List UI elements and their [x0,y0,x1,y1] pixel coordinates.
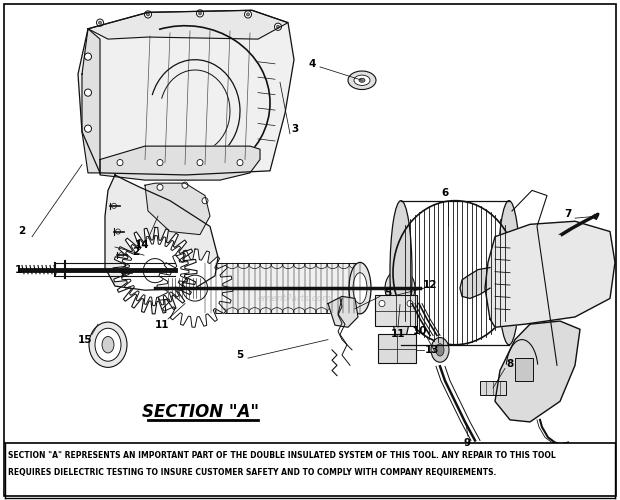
Circle shape [244,11,252,18]
Polygon shape [105,175,218,290]
Ellipse shape [390,200,412,344]
Text: 2: 2 [133,247,140,257]
Text: 11: 11 [391,330,405,340]
Ellipse shape [89,322,127,368]
Bar [168,278,200,298]
Circle shape [144,11,151,18]
Text: 5: 5 [236,350,244,360]
Polygon shape [121,236,189,306]
Polygon shape [78,10,294,175]
Ellipse shape [359,78,365,82]
Text: SECTION "A" REPRESENTS AN IMPORTANT PART OF THE DOUBLE INSULATED SYSTEM OF THIS : SECTION "A" REPRESENTS AN IMPORTANT PART… [8,452,556,460]
Polygon shape [100,146,260,180]
Ellipse shape [195,278,205,298]
Circle shape [202,198,208,204]
Polygon shape [460,268,490,298]
Ellipse shape [390,276,410,300]
Text: 12: 12 [423,280,437,290]
Polygon shape [82,29,100,173]
Ellipse shape [349,262,371,314]
Ellipse shape [498,200,520,344]
Polygon shape [145,183,210,234]
Ellipse shape [353,272,367,304]
Circle shape [84,89,92,96]
Polygon shape [485,221,615,327]
Text: 15: 15 [78,334,92,344]
Circle shape [157,184,163,190]
Circle shape [146,13,149,16]
Circle shape [379,300,385,306]
Circle shape [197,10,203,17]
Circle shape [247,13,249,16]
Polygon shape [157,249,233,327]
Circle shape [143,258,167,282]
Circle shape [157,160,163,166]
Circle shape [237,160,243,166]
Circle shape [182,182,188,188]
Bar [205,264,360,313]
Text: 13: 13 [425,345,439,355]
Circle shape [198,12,202,15]
Circle shape [117,160,123,166]
Text: 4: 4 [308,59,316,69]
Text: 1: 1 [14,264,22,274]
Bar [375,296,417,326]
Polygon shape [88,10,288,39]
Ellipse shape [354,75,370,86]
Circle shape [97,19,104,26]
Ellipse shape [396,283,404,294]
Text: 6: 6 [441,188,449,198]
Text: 2: 2 [19,226,25,235]
Ellipse shape [95,328,121,361]
Text: 8: 8 [507,360,513,370]
Polygon shape [495,321,580,422]
Circle shape [197,160,203,166]
Text: 3: 3 [291,124,299,134]
Text: 9: 9 [463,438,471,448]
Ellipse shape [348,71,376,90]
Ellipse shape [189,266,211,310]
Circle shape [277,25,280,28]
Ellipse shape [121,260,189,281]
Text: REQUIRES DIELECTRIC TESTING TO INSURE CUSTOMER SAFETY AND TO COMPLY WITH COMPANY: REQUIRES DIELECTRIC TESTING TO INSURE CU… [8,468,497,476]
Circle shape [84,53,92,60]
Circle shape [275,23,281,30]
Bar [480,381,506,395]
Text: 7: 7 [564,209,572,219]
Circle shape [141,257,169,284]
Polygon shape [328,296,358,327]
Ellipse shape [431,338,449,362]
Ellipse shape [102,336,114,353]
Bar [515,358,533,381]
Text: ementParts.com: ementParts.com [258,294,332,303]
Circle shape [99,21,102,24]
Polygon shape [113,228,197,314]
Circle shape [407,300,413,306]
Text: 5: 5 [384,288,392,298]
Text: 10: 10 [413,326,427,336]
Ellipse shape [436,344,444,356]
Bar [378,334,416,364]
Ellipse shape [385,270,415,306]
Text: 14: 14 [135,240,149,250]
Circle shape [182,275,208,301]
Circle shape [84,125,92,132]
Text: 11: 11 [155,320,169,330]
Text: SECTION "A": SECTION "A" [141,402,259,420]
